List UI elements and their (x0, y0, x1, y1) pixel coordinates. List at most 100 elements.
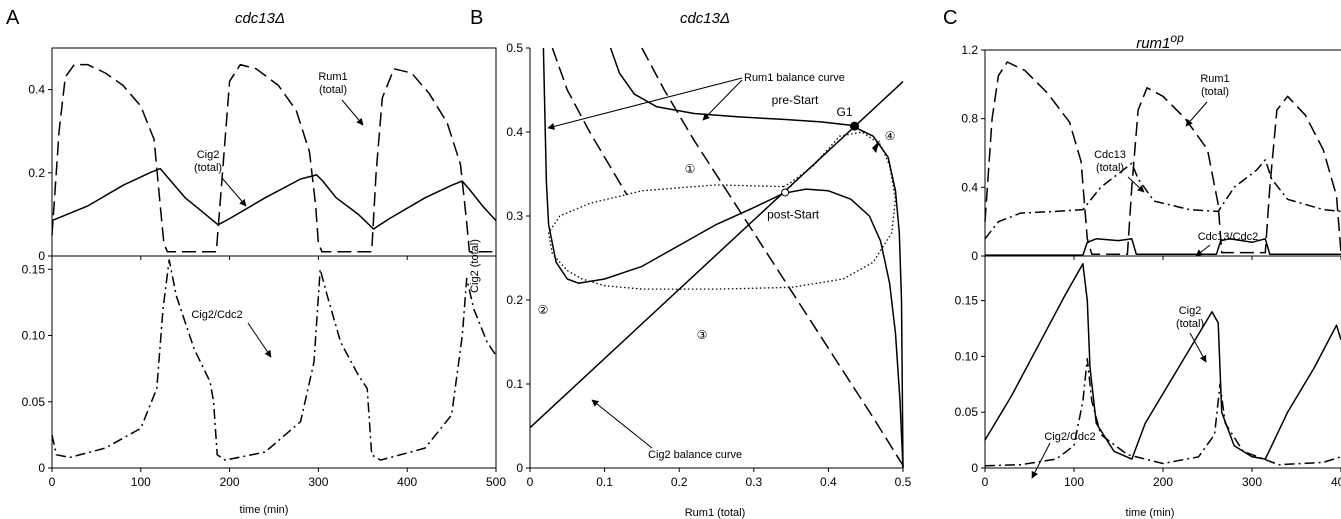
x-tick-label-B: 0.5 (895, 475, 912, 489)
y-tick-label-C-bottom: 0 (971, 461, 978, 475)
y-tick-label-A-bottom: 0.10 (22, 329, 46, 343)
annotation-cig2cdc2-c: Cig2/Cdc2 (1044, 431, 1095, 443)
arrow-cdc13cdc2-c (1195, 244, 1211, 257)
label-g1: G1 (837, 105, 853, 119)
annotation-rum1-a: Rum1 (318, 71, 347, 83)
cycle-direction-arrow (872, 140, 880, 153)
panel-a-xlabel: time (min) (240, 504, 289, 516)
panel-a-letter: A (6, 7, 20, 29)
series-line-B-5 (547, 131, 897, 290)
series-line-C-top-2 (985, 238, 1341, 256)
arrow-cdc13-c (1127, 176, 1145, 193)
x-tick-label-A-bottom: 0 (49, 475, 56, 489)
annotation-cig2cdc2-a: Cig2/Cdc2 (191, 309, 242, 321)
label-pre-start: pre-Start (772, 93, 819, 107)
plot-frame-A-top (51, 47, 497, 257)
y-tick-label-B: 0 (516, 461, 523, 475)
arrow-cig2-a (221, 177, 247, 207)
x-tick-label-A-bottom: 400 (397, 475, 417, 489)
arrow-rum1-c (1185, 101, 1208, 127)
annotation-cig2-a-total: (total) (194, 162, 222, 174)
x-tick-label-C-bottom: 400 (1331, 475, 1341, 489)
series-line-C-top-0 (984, 61, 1341, 256)
arrow-cig2cdc2-c (1031, 442, 1051, 479)
panel-b-ylabel: Cig2 (total) (469, 239, 481, 293)
x-tick-label-A-bottom: 100 (131, 475, 151, 489)
annotation-rum1-a-total: (total) (319, 84, 347, 96)
series-line-C-bottom-0 (984, 263, 1341, 460)
label-post-start: post-Start (767, 207, 820, 221)
marker-1: ① (685, 162, 696, 176)
panel-c-letter: C (943, 7, 957, 29)
panel-c-title: rum1op (1136, 31, 1184, 52)
plots-layer: 00.20.400.050.100.150 100 200 300 400 500Rum1… (22, 41, 1341, 489)
y-tick-label-B: 0.2 (506, 293, 523, 307)
x-tick-label-A-bottom: 200 (220, 475, 240, 489)
y-tick-label-B: 0.3 (506, 209, 523, 223)
x-tick-label-B: 0 (527, 475, 534, 489)
series-line-B-0 (609, 47, 904, 469)
axes-A-top: 0 0.2 0.4 (28, 47, 497, 263)
panel-a-title: cdc13Δ (235, 10, 285, 27)
axes-B: 0 0.1 0.2 0.3 0.4 0.5 0 0.1 0.2 0.3 0.4 0.5 (506, 41, 911, 489)
x-tick-label-C-bottom: 300 (1242, 475, 1262, 489)
panel-b-xlabel: Rum1 (total) (685, 507, 746, 519)
y-tick-label-B: 0.1 (506, 377, 523, 391)
annotation-cdc13-c: Cdc13 (1094, 149, 1126, 161)
y-tick-label-A-top: 0.4 (28, 83, 45, 97)
series-line-C-bottom-1 (984, 357, 1341, 467)
x-tick-label-A-bottom: 300 (308, 475, 328, 489)
arrow-cig2-c (1189, 332, 1207, 363)
series-line-A-top-0 (51, 63, 496, 253)
arrow-rum1-balance-right (702, 79, 743, 121)
x-tick-label-B: 0.4 (820, 475, 837, 489)
arrow-cig2-balance (591, 399, 653, 449)
arrow-rum1-balance-left (547, 77, 743, 130)
marker-4: ④ (885, 129, 896, 143)
marker-2: ② (538, 303, 549, 317)
y-tick-label-A-bottom: 0 (38, 461, 45, 475)
panel-b-letter: B (470, 7, 483, 29)
y-tick-label-A-bottom: 0.05 (22, 395, 46, 409)
point-g1 (850, 121, 860, 131)
panel-c-title-main: rum1 (1136, 35, 1170, 52)
annotation-rum1-c: Rum1 (1200, 73, 1229, 85)
arrow-rum1-a (341, 99, 364, 126)
plot-frame-A-bottom (51, 255, 497, 469)
axes-C-bottom: 0 0.05 0.10 0.15 0 100 200 300 400 (955, 256, 1341, 489)
x-tick-label-B: 0.3 (745, 475, 762, 489)
arrow-cig2cdc2-a (247, 322, 272, 358)
x-tick-label-B: 0.2 (671, 475, 688, 489)
axes-A-bottom: 0 0.05 0.10 0.15 0 100 200 300 400 500 (22, 255, 506, 489)
label-cig2-balance-curve: Cig2 balance curve (648, 449, 742, 461)
series-line-B-4 (551, 47, 628, 196)
panel-c-xlabel: time (min) (1126, 507, 1175, 519)
annotation-cdc13cdc2-c: Cdc13/Cdc2 (1198, 231, 1259, 243)
y-tick-label-C-top: 1.2 (961, 43, 978, 57)
series-line-B-3 (641, 47, 904, 466)
series-line-B-2 (529, 81, 904, 429)
y-tick-label-A-top: 0 (38, 249, 45, 263)
y-tick-label-C-top: 0 (971, 249, 978, 263)
series-line-C-top-1 (984, 159, 1341, 240)
x-tick-label-C-bottom: 100 (1064, 475, 1084, 489)
annotation-cig2-a: Cig2 (197, 149, 220, 161)
annotation-cig2-c: Cig2 (1179, 305, 1202, 317)
label-rum1-balance-curve: Rum1 balance curve (744, 72, 845, 84)
x-tick-label-A-bottom: 500 (486, 475, 506, 489)
y-tick-label-B: 0.4 (506, 125, 523, 139)
y-tick-label-C-top: 0.4 (961, 180, 978, 194)
axes-C-top: 0 0.4 0.8 1.2 (961, 43, 1341, 263)
series-line-B-1 (542, 47, 904, 469)
y-tick-label-C-top: 0.8 (961, 112, 978, 126)
marker-3: ③ (697, 328, 708, 342)
annotation-cdc13-c-total: (total) (1096, 162, 1124, 174)
y-tick-label-A-top: 0.2 (28, 166, 45, 180)
y-tick-label-B: 0.5 (506, 41, 523, 55)
y-tick-label-C-bottom: 0.05 (955, 405, 979, 419)
x-tick-label-C-bottom: 200 (1153, 475, 1173, 489)
annotation-rum1-c-total: (total) (1201, 86, 1229, 98)
y-tick-label-A-bottom: 0.15 (22, 262, 46, 276)
y-tick-label-C-bottom: 0.15 (955, 294, 979, 308)
